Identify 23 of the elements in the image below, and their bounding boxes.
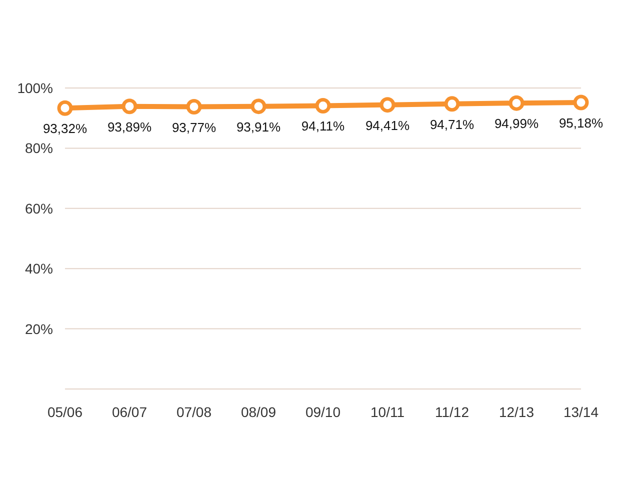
data-label: 94,41% (365, 118, 410, 133)
data-label: 94,11% (301, 118, 345, 134)
data-label: 94,99% (494, 116, 539, 132)
x-tick-label: 10/11 (370, 404, 405, 420)
y-tick-label: 80% (24, 140, 53, 156)
x-tick-label: 05/06 (47, 404, 83, 420)
data-label: 93,89% (107, 119, 152, 134)
x-tick-label: 06/07 (112, 404, 148, 420)
y-tick-label: 20% (24, 320, 53, 337)
y-tick-label: 40% (24, 260, 53, 277)
x-tick-label: 13/14 (563, 404, 599, 420)
x-tick-label: 12/13 (498, 404, 534, 420)
data-label: 95,18% (558, 116, 604, 131)
x-tick-label: 11/12 (435, 404, 470, 420)
data-label: 93,91% (236, 119, 281, 134)
x-tick-label: 09/10 (305, 404, 341, 420)
data-label: 93,32% (42, 121, 88, 136)
data-label: 94,71% (430, 116, 474, 132)
y-tick-label: 100% (17, 80, 53, 96)
x-tick-label: 08/09 (240, 404, 276, 420)
x-tick-label: 07/08 (176, 404, 212, 420)
y-tick-label: 60% (24, 200, 53, 216)
data-label: 93,77% (172, 120, 216, 135)
